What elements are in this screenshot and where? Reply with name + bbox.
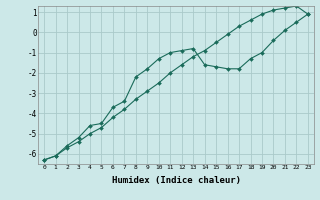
X-axis label: Humidex (Indice chaleur): Humidex (Indice chaleur)	[111, 176, 241, 185]
